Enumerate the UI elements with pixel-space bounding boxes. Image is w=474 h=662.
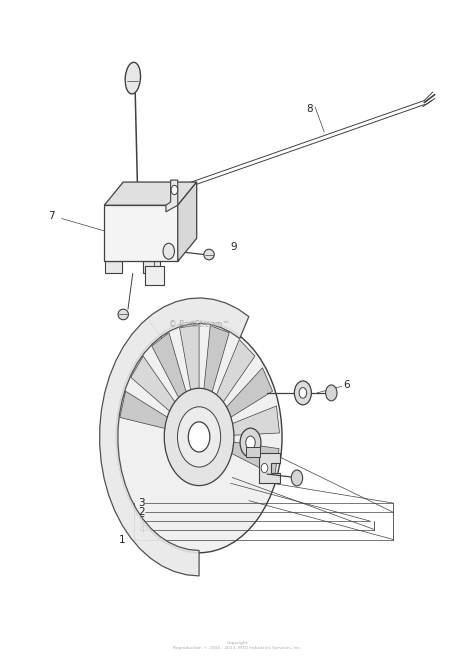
Text: 2: 2 <box>138 507 145 518</box>
Text: 1: 1 <box>119 534 126 545</box>
Polygon shape <box>100 298 249 576</box>
Circle shape <box>246 436 255 449</box>
Text: 6: 6 <box>343 380 350 390</box>
Text: 4: 4 <box>138 524 145 535</box>
Ellipse shape <box>125 62 140 94</box>
Text: 9: 9 <box>230 242 237 252</box>
Circle shape <box>326 385 337 401</box>
Polygon shape <box>259 453 280 483</box>
Text: 3: 3 <box>138 498 145 508</box>
Circle shape <box>294 381 311 404</box>
Polygon shape <box>152 333 187 401</box>
Circle shape <box>188 422 210 452</box>
Text: 8: 8 <box>306 104 313 115</box>
Polygon shape <box>120 391 170 429</box>
Polygon shape <box>105 261 122 273</box>
Circle shape <box>164 388 234 486</box>
Circle shape <box>177 406 220 467</box>
Polygon shape <box>203 326 229 396</box>
Circle shape <box>291 470 302 486</box>
Ellipse shape <box>118 309 128 320</box>
Polygon shape <box>180 324 199 394</box>
Polygon shape <box>215 340 255 405</box>
Ellipse shape <box>116 321 282 553</box>
Polygon shape <box>178 182 197 261</box>
Polygon shape <box>228 442 279 475</box>
Polygon shape <box>166 180 178 212</box>
Circle shape <box>163 244 174 260</box>
Text: 7: 7 <box>48 211 55 222</box>
Polygon shape <box>104 182 197 205</box>
Polygon shape <box>224 367 273 419</box>
Polygon shape <box>143 261 160 273</box>
FancyBboxPatch shape <box>145 266 164 285</box>
Polygon shape <box>229 406 280 436</box>
Circle shape <box>240 428 261 457</box>
Polygon shape <box>131 356 177 414</box>
Text: 5: 5 <box>138 516 145 526</box>
FancyBboxPatch shape <box>104 205 178 261</box>
Ellipse shape <box>204 250 214 260</box>
FancyBboxPatch shape <box>246 447 260 457</box>
Text: © PartStream™: © PartStream™ <box>169 320 229 329</box>
Text: Copyright
Reproduction © 2004 - 2013, MTD Industries Services, Inc.: Copyright Reproduction © 2004 - 2013, MT… <box>173 641 301 649</box>
Circle shape <box>171 185 178 195</box>
Circle shape <box>261 463 268 473</box>
Circle shape <box>299 388 307 398</box>
